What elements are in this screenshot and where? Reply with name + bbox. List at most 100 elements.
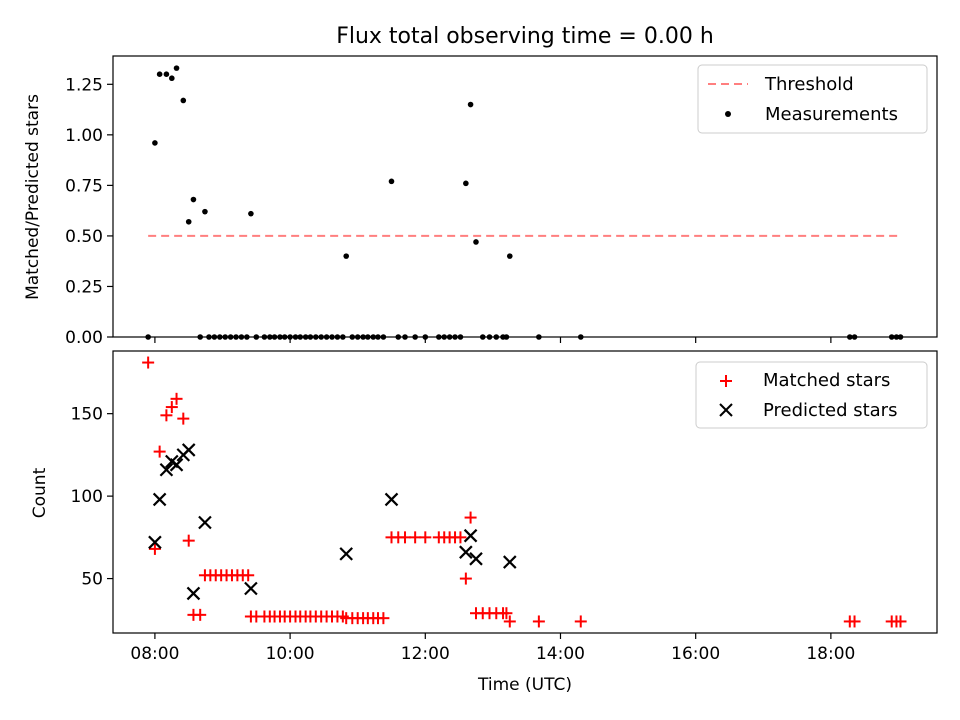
matched-star-point bbox=[177, 412, 190, 425]
measurement-point bbox=[365, 334, 371, 340]
matched-star-point bbox=[532, 615, 545, 628]
measurement-point bbox=[156, 71, 163, 77]
measurement-point bbox=[473, 239, 479, 245]
legend-matched-label: Matched stars bbox=[763, 370, 890, 391]
measurement-point bbox=[479, 334, 486, 340]
measurement-point bbox=[375, 334, 381, 340]
top-y-tick-label: 0.50 bbox=[65, 227, 103, 247]
top-legend: Threshold Measurements bbox=[697, 64, 928, 134]
bottom-x-tick-label: 10:00 bbox=[266, 644, 315, 664]
matched-star-point bbox=[454, 531, 467, 544]
bottom-legend: Matched stars Predicted stars bbox=[695, 361, 928, 429]
measurement-point bbox=[190, 196, 197, 203]
measurement-point bbox=[163, 71, 170, 77]
bottom-x-tick-label: 16:00 bbox=[671, 644, 720, 664]
matched-star-point bbox=[848, 615, 861, 628]
measurement-point bbox=[893, 334, 900, 340]
legend-matched-swatch bbox=[720, 375, 732, 387]
matched-star-point bbox=[459, 572, 472, 585]
legend-measurements-label: Measurements bbox=[765, 104, 898, 125]
top-y-tick-label: 0.75 bbox=[65, 176, 103, 196]
bottom-x-tick-label: 08:00 bbox=[130, 644, 179, 664]
matched-star-point bbox=[574, 615, 587, 628]
measurement-point bbox=[536, 334, 542, 340]
measurement-point bbox=[577, 334, 584, 340]
legend-predicted-label: Predicted stars bbox=[763, 400, 897, 421]
top-y-axis-label: Matched/Predicted stars bbox=[23, 94, 43, 300]
measurement-point bbox=[402, 334, 408, 340]
matched-star-point bbox=[160, 409, 173, 422]
measurement-point bbox=[253, 334, 260, 340]
measurement-point bbox=[248, 210, 254, 217]
matched-star-point bbox=[409, 531, 422, 544]
measurement-point bbox=[380, 334, 387, 340]
measurement-point bbox=[173, 65, 180, 71]
matched-star-point bbox=[142, 356, 155, 369]
bottom-x-ticks: 08:00 10:00 12:00 14:00 16:00 18:00 bbox=[130, 633, 855, 664]
measurement-point bbox=[441, 334, 448, 340]
measurement-point bbox=[436, 334, 442, 340]
legend-predicted-swatch bbox=[719, 403, 733, 417]
matched-star-point bbox=[242, 569, 255, 582]
matched-star-point bbox=[500, 607, 513, 620]
bottom-y-axis-label: Count bbox=[30, 467, 50, 518]
top-legend-box bbox=[697, 64, 928, 134]
measurement-point bbox=[244, 334, 250, 340]
measurement-point bbox=[467, 101, 474, 108]
measurement-point bbox=[422, 334, 429, 340]
bottom-x-tick-label: 18:00 bbox=[806, 644, 855, 664]
top-y-tick-label: 1.00 bbox=[65, 126, 103, 146]
measurement-point bbox=[292, 334, 299, 340]
measurement-point bbox=[211, 334, 218, 340]
legend-measurements-swatch bbox=[725, 111, 731, 117]
measurement-point bbox=[152, 140, 158, 146]
legend-threshold-label: Threshold bbox=[764, 74, 854, 95]
predicted-star-point bbox=[186, 586, 201, 601]
bottom-y-tick-label: 150 bbox=[71, 405, 103, 425]
measurement-point bbox=[185, 218, 192, 225]
top-y-tick-label: 0.25 bbox=[65, 277, 103, 297]
measurement-point bbox=[329, 334, 335, 340]
measurement-point bbox=[297, 334, 304, 340]
matched-star-point bbox=[399, 531, 412, 544]
bottom-y-tick-label: 50 bbox=[81, 570, 103, 590]
measurement-point bbox=[354, 334, 361, 340]
measurement-point bbox=[493, 334, 500, 340]
measurement-point bbox=[307, 334, 314, 340]
predicted-star-point bbox=[463, 528, 478, 543]
predicted-star-point bbox=[244, 581, 258, 596]
matched-star-point bbox=[148, 542, 161, 555]
measurement-point bbox=[446, 334, 453, 340]
bottom-x-tick-label: 14:00 bbox=[536, 644, 585, 664]
matched-star-point bbox=[170, 392, 183, 405]
measurement-point bbox=[388, 178, 395, 185]
measurement-point bbox=[267, 334, 273, 340]
measurement-point bbox=[238, 334, 245, 340]
measurement-point bbox=[452, 334, 458, 340]
measurement-point bbox=[343, 253, 350, 259]
measurement-point bbox=[233, 334, 239, 340]
matched-stars-series bbox=[142, 356, 907, 628]
measurement-point bbox=[217, 334, 223, 340]
matched-star-point bbox=[377, 612, 390, 625]
matched-star-point bbox=[194, 608, 207, 621]
measurement-point bbox=[463, 180, 469, 187]
top-y-ticks: 0.00 0.25 0.50 0.75 1.00 1.25 bbox=[65, 75, 113, 348]
measurement-point bbox=[206, 334, 212, 340]
matched-star-point bbox=[182, 534, 195, 547]
predicted-star-point bbox=[181, 443, 196, 457]
predicted-star-point bbox=[339, 547, 353, 561]
measurement-point bbox=[287, 334, 293, 340]
top-y-tick-label: 0.00 bbox=[65, 328, 103, 348]
measurement-point bbox=[360, 334, 366, 340]
measurement-point bbox=[312, 334, 319, 340]
measurement-point bbox=[847, 334, 853, 340]
predicted-star-point bbox=[459, 545, 473, 559]
measurement-point bbox=[302, 334, 309, 340]
measurement-point bbox=[197, 334, 203, 340]
measurement-point bbox=[340, 334, 346, 340]
bottom-legend-box bbox=[695, 361, 928, 429]
measurement-point bbox=[503, 334, 510, 340]
measurement-point bbox=[334, 334, 341, 340]
